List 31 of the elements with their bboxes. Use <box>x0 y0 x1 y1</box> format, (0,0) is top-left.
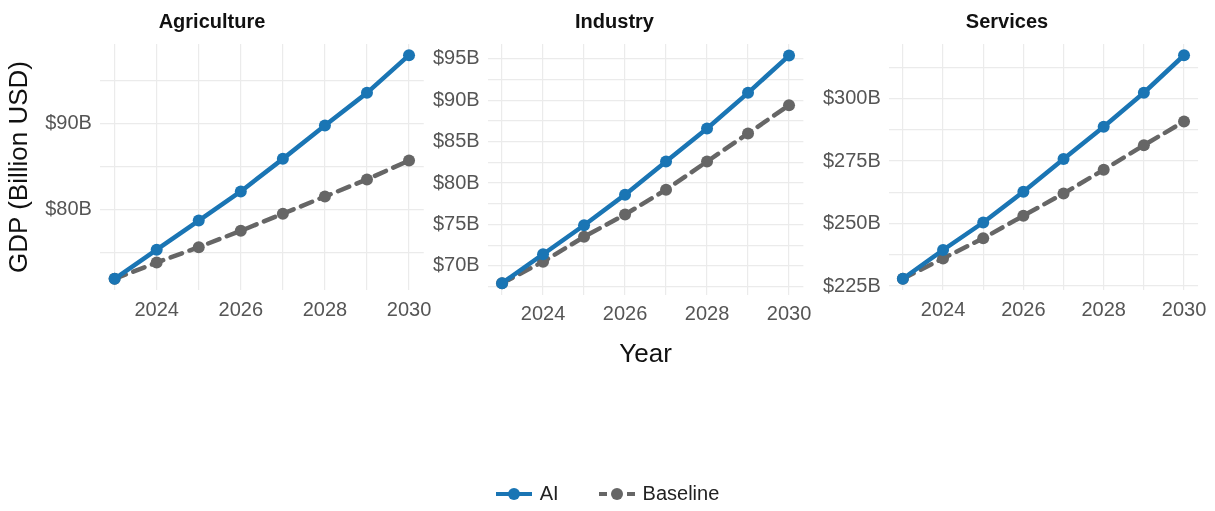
x-tick-label: 2030 <box>1161 297 1207 320</box>
chart-title: Industry <box>575 9 655 32</box>
x-tick-label: 2028 <box>302 297 348 320</box>
chart-title: Services <box>965 9 1049 32</box>
chart-title: Agriculture <box>158 9 266 32</box>
x-axis-title: Year <box>619 337 673 368</box>
y-tick-label: $75B <box>432 211 480 234</box>
x-tick-label: 2028 <box>684 302 730 325</box>
legend-label: Baseline <box>642 482 720 505</box>
x-tick-label: 2028 <box>1081 297 1126 320</box>
y-tick-label: $85B <box>432 129 480 152</box>
x-tick-label: 2024 <box>520 302 566 325</box>
x-tick-label: 2024 <box>920 297 966 320</box>
x-tick-label: 2026 <box>1001 297 1046 320</box>
y-axis-title: GDP (Billion USD) <box>2 61 33 273</box>
x-tick-label: 2026 <box>602 302 648 325</box>
y-tick-label: $80B <box>432 170 480 193</box>
y-tick-label: $90B <box>45 111 92 134</box>
legend-label: AI <box>539 482 559 505</box>
y-tick-label: $250B <box>822 211 881 234</box>
y-tick-label: $300B <box>822 86 881 109</box>
x-tick-label: 2024 <box>134 297 179 320</box>
y-tick-label: $90B <box>432 87 480 110</box>
y-tick-label: $70B <box>432 253 480 276</box>
x-tick-label: 2030 <box>386 297 432 320</box>
y-tick-label: $80B <box>45 196 92 219</box>
y-tick-label: $95B <box>432 46 480 69</box>
y-tick-label: $225B <box>822 273 881 296</box>
y-tick-label: $275B <box>822 148 881 171</box>
x-tick-label: 2030 <box>766 302 812 325</box>
x-tick-label: 2026 <box>218 297 264 320</box>
